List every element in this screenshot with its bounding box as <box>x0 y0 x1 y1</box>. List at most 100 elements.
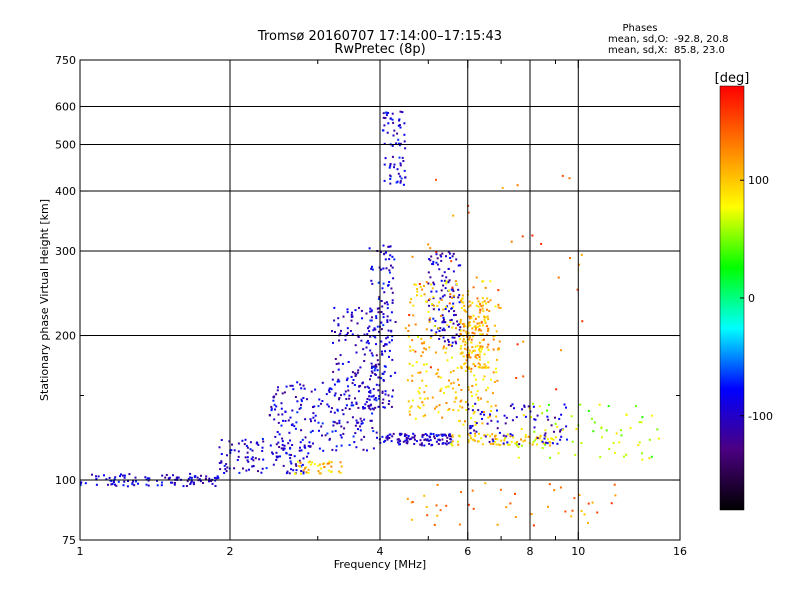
data-point <box>456 366 459 369</box>
data-point <box>430 283 433 286</box>
data-point <box>580 442 583 444</box>
data-point <box>282 448 285 451</box>
data-point <box>503 414 506 417</box>
data-point <box>413 283 416 286</box>
data-point <box>474 345 477 348</box>
data-point <box>514 516 517 518</box>
data-point <box>399 126 402 129</box>
data-point <box>478 328 481 331</box>
data-point <box>291 444 294 446</box>
data-point <box>554 416 556 419</box>
data-point <box>524 436 527 439</box>
data-point <box>404 176 407 179</box>
data-point <box>409 438 411 441</box>
data-point <box>598 403 601 406</box>
data-point <box>391 335 394 338</box>
data-point <box>479 397 482 400</box>
data-point <box>610 502 613 505</box>
data-point <box>458 435 461 438</box>
data-point <box>474 435 477 438</box>
data-point <box>412 314 415 317</box>
data-point <box>443 271 446 274</box>
data-point <box>432 433 435 435</box>
data-point <box>556 442 559 445</box>
data-point <box>428 298 431 301</box>
data-point <box>474 317 477 320</box>
data-point <box>350 319 353 322</box>
data-point <box>382 244 385 247</box>
data-point <box>114 483 116 486</box>
data-point <box>495 443 498 446</box>
data-point <box>495 330 498 333</box>
data-point <box>464 401 467 404</box>
data-point <box>385 343 388 346</box>
data-point <box>382 316 385 319</box>
data-point <box>474 420 477 423</box>
data-point <box>377 363 380 366</box>
data-point <box>384 390 387 393</box>
data-point <box>407 330 410 332</box>
data-point <box>435 440 438 443</box>
data-point <box>369 419 372 422</box>
data-point <box>246 446 249 449</box>
data-point <box>376 369 379 372</box>
data-point <box>307 468 310 471</box>
data-point <box>358 385 361 388</box>
data-point <box>440 255 443 258</box>
data-point <box>459 400 462 403</box>
data-point <box>383 302 386 305</box>
data-point <box>338 339 341 342</box>
data-point <box>462 301 465 304</box>
data-point <box>357 336 360 338</box>
data-point <box>190 480 193 483</box>
data-point <box>441 314 444 317</box>
data-point <box>487 327 490 330</box>
data-point <box>411 364 414 367</box>
data-point <box>570 415 573 418</box>
data-point <box>459 318 462 321</box>
data-point <box>383 370 386 373</box>
data-point <box>439 297 442 300</box>
data-point <box>391 118 394 121</box>
data-point <box>381 287 384 290</box>
data-point <box>430 433 433 436</box>
data-point <box>452 290 455 293</box>
data-point <box>457 264 460 267</box>
data-point <box>490 410 492 412</box>
data-point <box>431 443 434 446</box>
data-point <box>388 341 391 344</box>
data-point <box>444 442 447 445</box>
data-point <box>344 338 347 341</box>
data-point <box>467 388 470 391</box>
data-point <box>333 421 336 424</box>
data-point <box>171 481 174 484</box>
data-point <box>426 514 429 517</box>
data-point <box>533 430 536 433</box>
data-point <box>524 439 526 442</box>
data-point <box>277 386 279 389</box>
data-point <box>289 447 292 450</box>
data-point <box>468 367 471 370</box>
data-point <box>471 346 474 349</box>
data-point <box>120 473 122 476</box>
data-point <box>281 413 284 416</box>
data-point <box>413 438 416 441</box>
data-point <box>534 418 537 421</box>
data-point <box>426 434 429 437</box>
data-point <box>464 325 467 328</box>
data-point <box>350 404 353 407</box>
data-point <box>440 259 443 262</box>
data-point <box>91 473 93 476</box>
data-point <box>411 399 414 402</box>
data-point <box>261 450 264 452</box>
data-point <box>237 450 240 453</box>
data-point <box>452 214 455 217</box>
data-point <box>471 385 474 387</box>
data-point <box>351 382 354 385</box>
data-point <box>401 111 404 114</box>
data-point <box>477 396 480 399</box>
data-point <box>532 402 534 405</box>
data-point <box>370 267 373 270</box>
data-point <box>587 521 589 524</box>
data-point <box>246 459 249 462</box>
